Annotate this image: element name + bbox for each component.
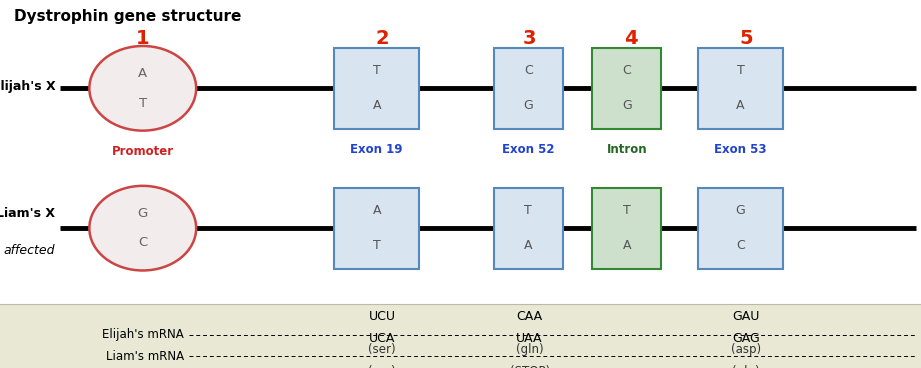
Text: T: T [373, 239, 380, 252]
Text: G: G [622, 99, 632, 113]
Text: (ser): (ser) [368, 343, 396, 356]
Text: A: A [138, 67, 147, 80]
Text: UAA: UAA [517, 332, 542, 344]
Text: GAU: GAU [732, 309, 760, 323]
Text: Elijah's mRNA: Elijah's mRNA [102, 328, 184, 341]
Text: T: T [623, 204, 631, 217]
Text: 2: 2 [376, 29, 389, 48]
Text: (glu): (glu) [732, 365, 760, 368]
Text: UCU: UCU [368, 309, 396, 323]
Text: Exon 52: Exon 52 [502, 142, 554, 156]
FancyBboxPatch shape [334, 48, 419, 129]
Text: T: T [524, 204, 532, 217]
Text: (ser): (ser) [368, 365, 396, 368]
Text: T: T [373, 64, 380, 77]
Text: C: C [623, 64, 631, 77]
FancyBboxPatch shape [698, 48, 783, 129]
Text: Elijah's X: Elijah's X [0, 80, 55, 93]
Text: C: C [736, 239, 745, 252]
FancyBboxPatch shape [698, 188, 783, 269]
Bar [0, 0, 921, 304]
Text: affected: affected [4, 244, 55, 257]
Text: (STOP): (STOP) [509, 365, 550, 368]
Text: Liam's X: Liam's X [0, 207, 55, 220]
Text: (asp): (asp) [731, 343, 761, 356]
Text: A: A [524, 239, 532, 252]
Text: (gln): (gln) [516, 343, 543, 356]
Text: UCA: UCA [369, 332, 395, 344]
Text: G: G [137, 207, 148, 220]
FancyBboxPatch shape [494, 48, 563, 129]
Text: A: A [372, 99, 381, 113]
Ellipse shape [89, 46, 196, 131]
FancyBboxPatch shape [494, 188, 563, 269]
Text: T: T [737, 64, 744, 77]
Text: Dystrophin gene structure: Dystrophin gene structure [14, 9, 241, 24]
Text: T: T [139, 96, 146, 110]
Ellipse shape [89, 186, 196, 270]
Text: 1: 1 [136, 29, 149, 48]
Bar [0, 304, 921, 368]
Text: C: C [138, 236, 147, 250]
Text: A: A [623, 239, 631, 252]
Text: G: G [736, 204, 745, 217]
Text: Liam's mRNA: Liam's mRNA [106, 350, 184, 363]
Text: GAG: GAG [732, 332, 760, 344]
Text: Intron: Intron [606, 142, 647, 156]
FancyBboxPatch shape [592, 188, 661, 269]
Text: A: A [372, 204, 381, 217]
Text: G: G [523, 99, 533, 113]
Text: Exon 19: Exon 19 [350, 142, 403, 156]
Text: Promoter: Promoter [111, 145, 174, 158]
Text: 4: 4 [624, 29, 637, 48]
Text: A: A [736, 99, 745, 113]
Text: CAA: CAA [517, 309, 542, 323]
Text: C: C [524, 64, 532, 77]
FancyBboxPatch shape [592, 48, 661, 129]
Text: 3: 3 [523, 29, 536, 48]
FancyBboxPatch shape [334, 188, 419, 269]
Text: Exon 53: Exon 53 [714, 142, 767, 156]
Text: 5: 5 [740, 29, 752, 48]
